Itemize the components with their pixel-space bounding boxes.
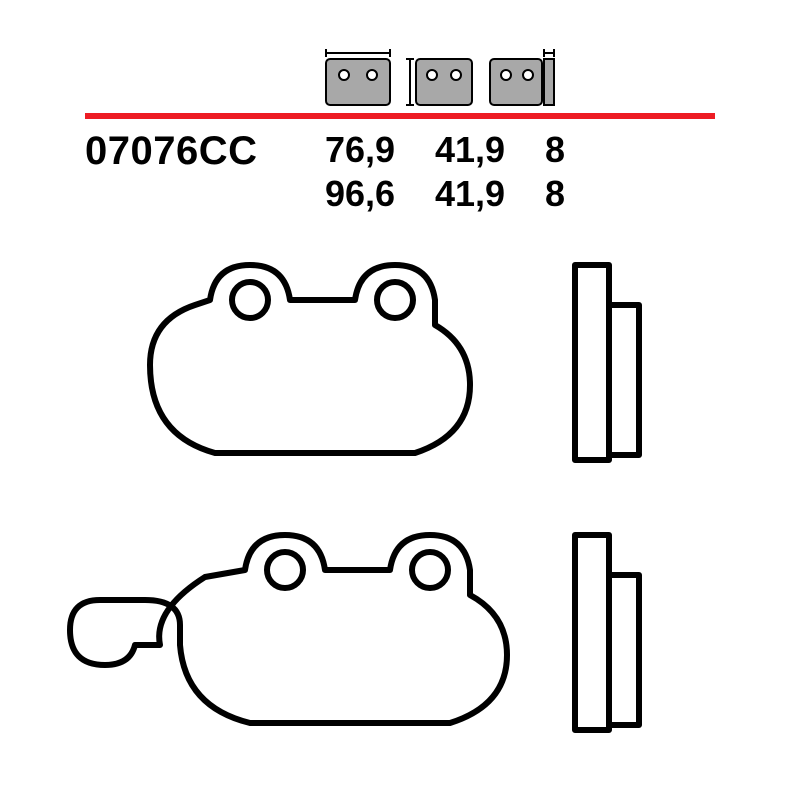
dim-thickness: 8: [545, 173, 655, 215]
pad-b-front-drawing: [45, 515, 545, 755]
part-number: 07076CC: [85, 129, 315, 174]
dimension-table: 76,9 41,9 8 96,6 41,9 8: [325, 129, 655, 215]
height-legend-icon: [402, 45, 478, 109]
dim-height: 41,9: [435, 129, 545, 171]
dim-width: 96,6: [325, 173, 435, 215]
dimension-row: 96,6 41,9 8: [325, 173, 655, 215]
technical-drawings: [85, 245, 715, 765]
dim-thickness: 8: [545, 129, 655, 171]
pad-b-side-drawing: [555, 515, 675, 755]
dim-width: 76,9: [325, 129, 435, 171]
divider-line: [85, 113, 715, 119]
pad-a-front-drawing: [95, 245, 495, 485]
dimension-row: 76,9 41,9 8: [325, 129, 655, 171]
dimension-legend: [320, 45, 715, 109]
spec-row: 07076CC 76,9 41,9 8 96,6 41,9 8: [85, 129, 715, 215]
pad-a-side-drawing: [555, 245, 675, 485]
thickness-legend-icon: [484, 45, 560, 109]
dim-height: 41,9: [435, 173, 545, 215]
width-legend-icon: [320, 45, 396, 109]
